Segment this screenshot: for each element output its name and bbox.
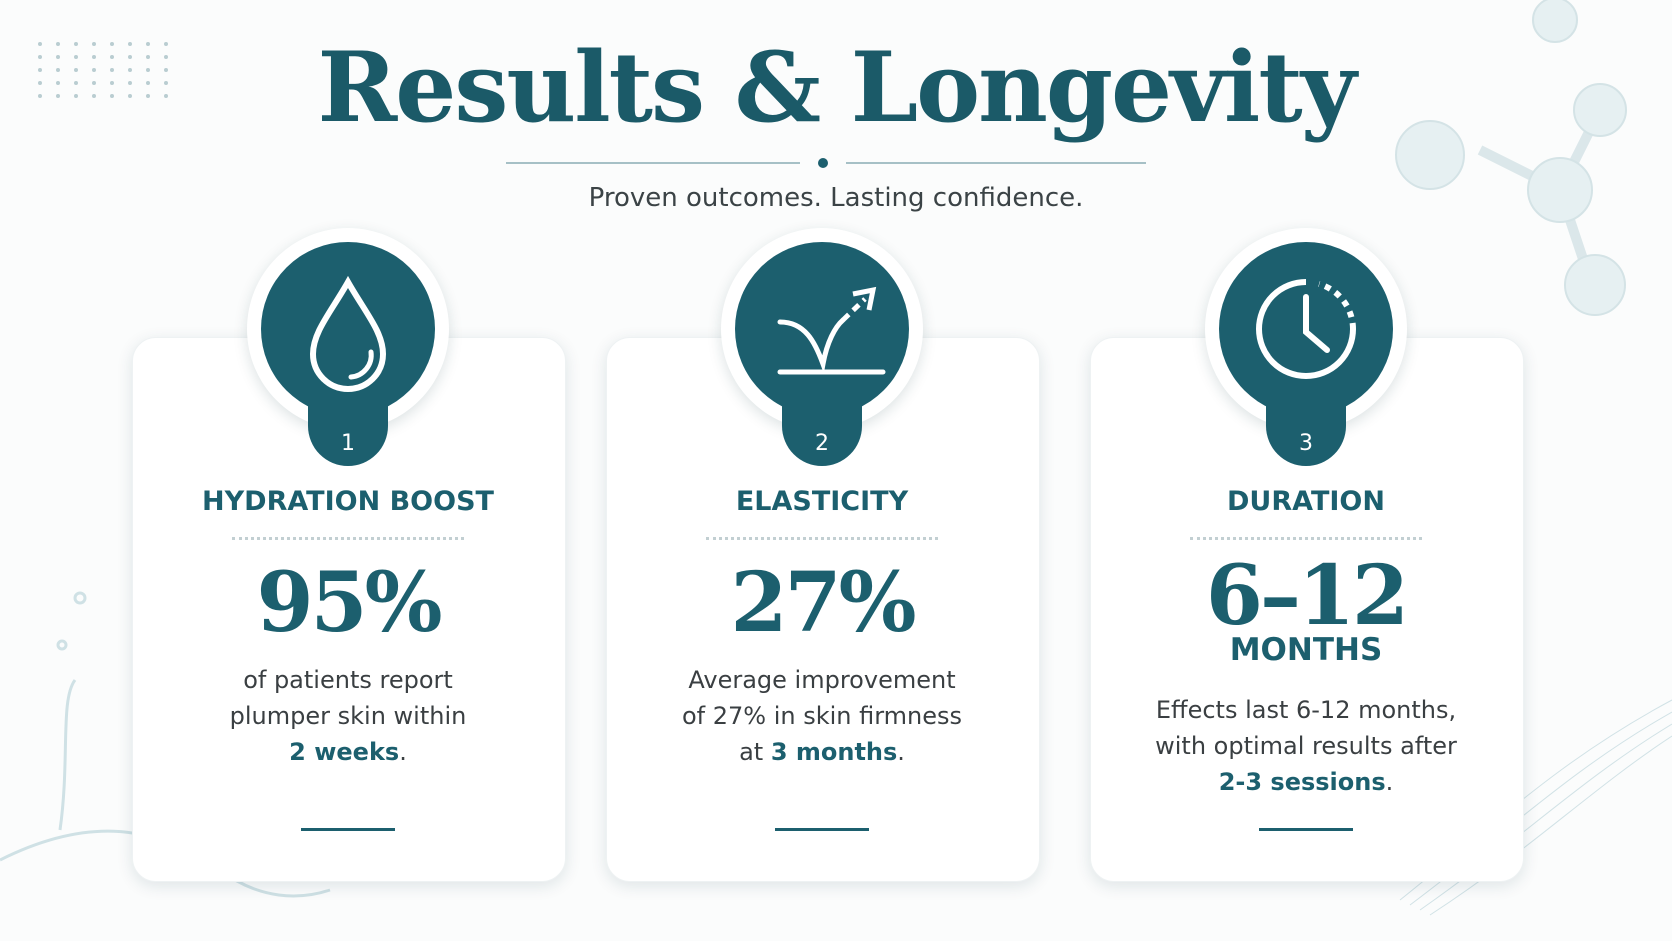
dot	[56, 42, 60, 46]
icon-graphic	[1219, 242, 1393, 416]
subtitle: Proven outcomes. Lasting confidence.	[588, 183, 1084, 213]
dot	[164, 81, 168, 85]
description-line: of patients report	[132, 662, 564, 698]
description-line: 2 weeks.	[132, 734, 564, 770]
stat-unit: MONTHS	[1229, 632, 1383, 668]
divider	[1190, 537, 1422, 540]
dot	[56, 94, 60, 98]
dot	[56, 55, 60, 59]
stat: 27%	[730, 555, 916, 651]
emphasis: 3 months	[770, 738, 898, 766]
text: plumper skin within	[229, 702, 467, 730]
text: at	[739, 738, 771, 766]
badge: 1	[308, 404, 388, 466]
badge: 2	[782, 404, 862, 466]
dot	[164, 68, 168, 72]
dot	[164, 94, 168, 98]
dot	[110, 42, 114, 46]
accent-line	[775, 828, 869, 831]
dot	[110, 94, 114, 98]
accent-line	[1259, 828, 1353, 831]
dot	[128, 42, 132, 46]
dot	[74, 81, 78, 85]
divider	[706, 537, 938, 540]
dot	[92, 68, 96, 72]
stat: 95%	[256, 555, 442, 651]
description: Average improvement of 27% in skin firmne…	[606, 662, 1038, 770]
dot	[128, 94, 132, 98]
accent-line	[301, 828, 395, 831]
description: of patients report plumper skin within 2 w…	[132, 662, 564, 770]
dot	[38, 94, 42, 98]
icon	[721, 228, 923, 430]
dot	[74, 55, 78, 59]
description: Effects last 6-12 months, with optimal re…	[1090, 692, 1522, 800]
text: of patients report	[243, 666, 453, 694]
title: Results & Longevity	[317, 31, 1357, 144]
description-line: of 27% in skin firmness	[606, 698, 1038, 734]
dot	[128, 68, 132, 72]
text: Effects last 6-12 months,	[1155, 696, 1457, 724]
text: .	[897, 738, 905, 766]
dot	[146, 81, 150, 85]
dot	[128, 81, 132, 85]
dot	[128, 55, 132, 59]
description-line: Effects last 6-12 months,	[1090, 692, 1522, 728]
dot	[56, 68, 60, 72]
text: .	[1385, 768, 1394, 796]
icon-graphic	[261, 242, 435, 416]
dot	[92, 55, 96, 59]
dot	[92, 42, 96, 46]
description-line: Average improvement	[606, 662, 1038, 698]
dot	[38, 55, 42, 59]
card-title: HYDRATION BOOST	[202, 486, 494, 517]
dot	[146, 94, 150, 98]
dot	[38, 81, 42, 85]
dot	[146, 55, 150, 59]
emphasis: 2-3 sessions	[1218, 768, 1386, 796]
text: .	[399, 738, 407, 766]
icon	[247, 228, 449, 430]
description-line: at 3 months.	[606, 734, 1038, 770]
text: Average improvement	[688, 666, 956, 694]
dot	[56, 81, 60, 85]
dot	[110, 81, 114, 85]
dot	[92, 94, 96, 98]
emphasis: 2 weeks	[289, 738, 400, 766]
dot	[38, 42, 42, 46]
dot	[74, 42, 78, 46]
divider	[232, 537, 464, 540]
dot	[110, 55, 114, 59]
dot	[164, 55, 168, 59]
dot	[146, 42, 150, 46]
dot	[92, 81, 96, 85]
dot	[146, 68, 150, 72]
description-line: 2-3 sessions.	[1090, 764, 1522, 800]
dot	[164, 42, 168, 46]
description-line: plumper skin within	[132, 698, 564, 734]
icon-graphic	[735, 242, 909, 416]
dot	[38, 68, 42, 72]
description-line: with optimal results after	[1090, 728, 1522, 764]
icon	[1205, 228, 1407, 430]
text: of 27% in skin firmness	[681, 702, 963, 730]
dot	[74, 68, 78, 72]
dot	[110, 68, 114, 72]
badge: 3	[1266, 404, 1346, 466]
text: with optimal results after	[1155, 732, 1457, 760]
stat: 6–12	[1205, 548, 1409, 644]
dot	[74, 94, 78, 98]
card-title: ELASTICITY	[735, 486, 909, 517]
card-title: DURATION	[1227, 486, 1385, 517]
